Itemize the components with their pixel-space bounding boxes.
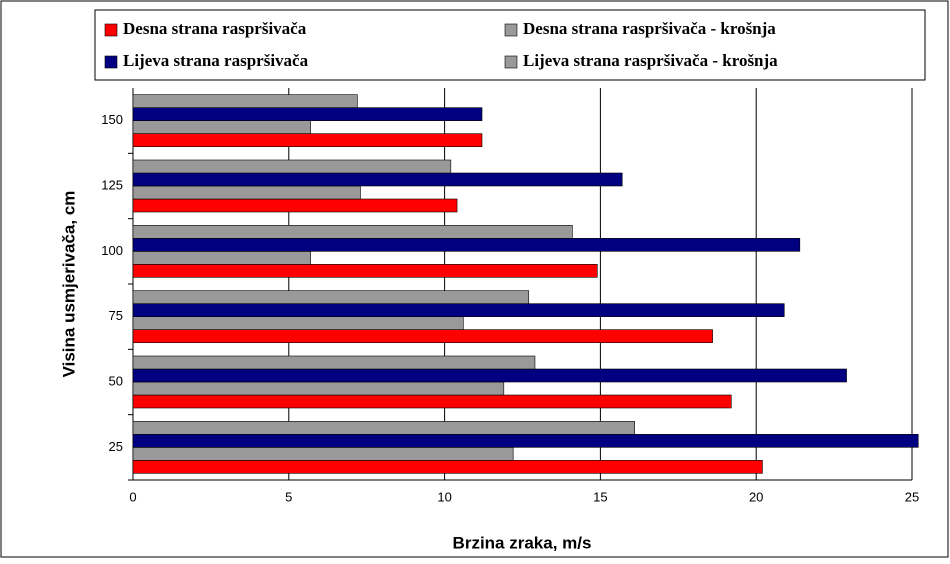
bar (132, 172, 623, 187)
legend-label: Lijeva strana raspršivača - krošnja (523, 51, 778, 70)
bar (132, 94, 358, 108)
legend-swatch (104, 55, 118, 69)
bar (132, 355, 536, 370)
bar (132, 264, 598, 278)
bar (132, 394, 732, 409)
bar (132, 120, 311, 134)
legend-label: Desna strana raspršivača (123, 19, 307, 38)
bar (132, 185, 361, 200)
y-tick-label: 25 (109, 439, 123, 454)
legend-box (94, 9, 926, 81)
bar (132, 225, 573, 239)
legend-swatch (504, 55, 518, 69)
bar (132, 434, 919, 448)
bar (132, 303, 785, 317)
bar (132, 447, 514, 461)
bar (132, 238, 801, 252)
bar (132, 421, 635, 435)
x-axis-title: Brzina zraka, m/s (453, 533, 592, 552)
bar (132, 198, 458, 213)
y-tick-label: 75 (109, 308, 123, 323)
y-tick-label: 150 (101, 112, 123, 127)
x-tick-label: 15 (593, 489, 607, 504)
bar (132, 290, 530, 304)
y-axis-title: Visina usmjerivača, cm (59, 191, 78, 378)
bar (132, 251, 311, 265)
bar (132, 368, 847, 383)
x-tick-label: 5 (285, 489, 292, 504)
legend-swatch (104, 23, 118, 37)
bar (132, 381, 505, 396)
x-tick-label: 20 (749, 489, 763, 504)
x-tick-label: 10 (437, 489, 451, 504)
bar (132, 329, 713, 343)
bar (132, 316, 464, 330)
bar (132, 133, 483, 147)
x-tick-label: 25 (905, 489, 919, 504)
y-tick-label: 50 (109, 373, 123, 388)
y-tick-label: 100 (101, 243, 123, 258)
legend-swatch (504, 23, 518, 37)
x-tick-label: 0 (129, 489, 136, 504)
bar (132, 460, 763, 474)
y-tick-label: 125 (101, 177, 123, 192)
bar (132, 159, 452, 174)
bar (132, 107, 483, 121)
legend-label: Desna strana raspršivača - krošnja (523, 19, 776, 38)
legend-label: Lijeva strana raspršivača (123, 51, 309, 70)
